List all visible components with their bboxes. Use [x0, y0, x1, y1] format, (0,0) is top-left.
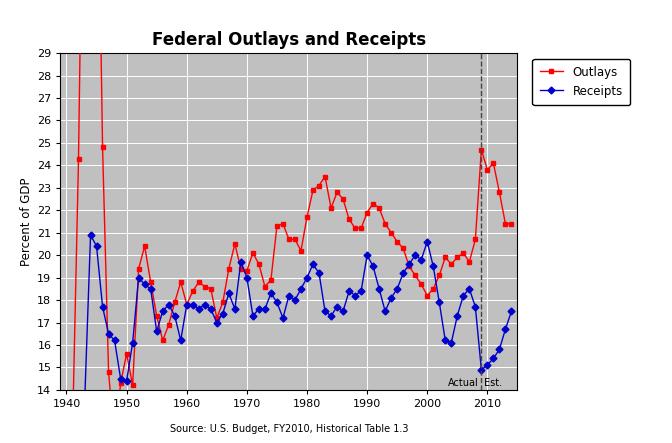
Legend: Outlays, Receipts: Outlays, Receipts: [532, 59, 630, 105]
Outlays: [507, 221, 515, 226]
Y-axis label: Percent of GDP: Percent of GDP: [20, 177, 33, 266]
Receipts: [435, 299, 444, 305]
Receipts: [105, 331, 113, 336]
Receipts: [465, 286, 473, 291]
Text: Est.: Est.: [484, 377, 502, 388]
Outlays: [105, 369, 113, 374]
Text: Source: U.S. Budget, FY2010, Historical Table 1.3: Source: U.S. Budget, FY2010, Historical …: [170, 424, 408, 434]
Outlays: [405, 264, 413, 269]
Text: Actual: Actual: [448, 377, 479, 388]
Outlays: [435, 273, 444, 278]
Receipts: [507, 309, 515, 314]
Title: Federal Outlays and Receipts: Federal Outlays and Receipts: [152, 31, 426, 49]
Outlays: [423, 293, 431, 298]
Line: Outlays: Outlays: [64, 0, 514, 443]
Receipts: [423, 239, 431, 245]
Receipts: [87, 232, 95, 237]
Outlays: [417, 282, 425, 287]
Line: Receipts: Receipts: [64, 233, 514, 443]
Outlays: [465, 259, 473, 264]
Receipts: [417, 257, 425, 262]
Receipts: [405, 261, 413, 267]
